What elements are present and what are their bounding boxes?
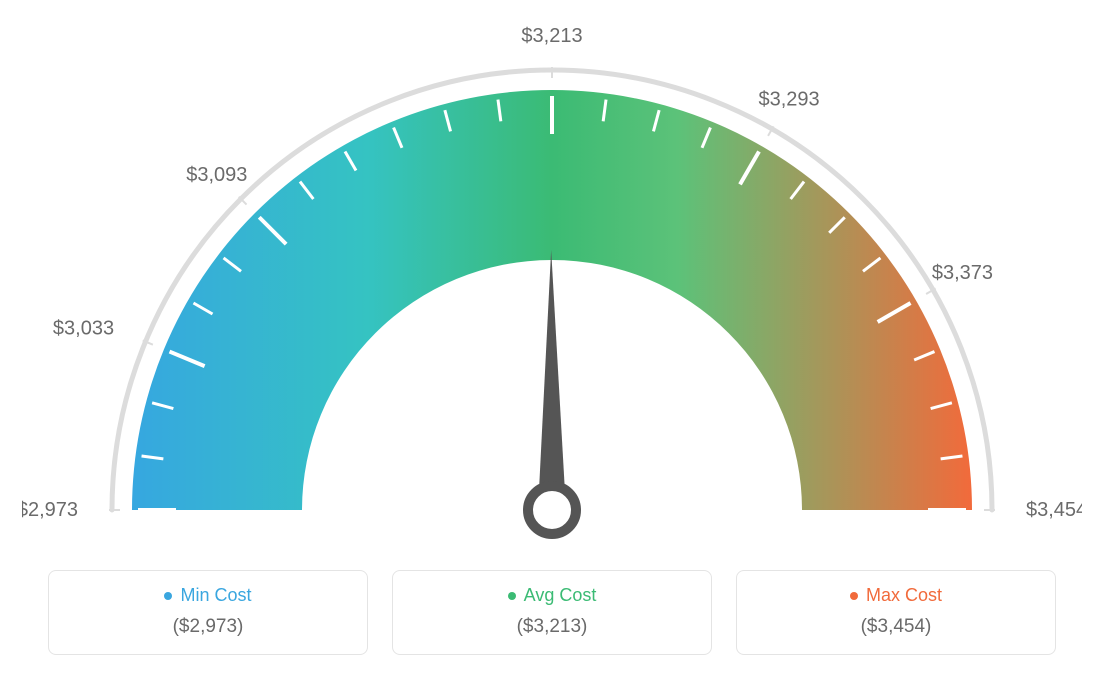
legend-card-avg: Avg Cost ($3,213) <box>392 570 712 655</box>
legend-label-min: Min Cost <box>164 585 251 606</box>
dot-icon <box>508 592 516 600</box>
legend-label-max: Max Cost <box>850 585 942 606</box>
dot-icon <box>850 592 858 600</box>
gauge-tick-label: $3,454 <box>1026 499 1082 521</box>
gauge-tick-label: $3,093 <box>186 164 247 186</box>
legend-row: Min Cost ($2,973) Avg Cost ($3,213) Max … <box>20 570 1084 655</box>
legend-text-avg: Avg Cost <box>524 585 597 606</box>
legend-text-min: Min Cost <box>180 585 251 606</box>
legend-value-max: ($3,454) <box>861 616 932 638</box>
gauge-svg: $2,973 $3,033 $3,093 $3,213 $3,293 $3,373 $3,4… <box>22 20 1082 550</box>
legend-card-max: Max Cost ($3,454) <box>736 570 1056 655</box>
gauge-tick-label: $3,293 <box>758 89 819 111</box>
legend-value-min: ($2,973) <box>173 616 244 638</box>
gauge-tick-label: $3,373 <box>932 262 993 284</box>
legend-card-min: Min Cost ($2,973) <box>48 570 368 655</box>
dot-icon <box>164 592 172 600</box>
gauge-tick-label: $2,973 <box>22 499 78 521</box>
legend-label-avg: Avg Cost <box>508 585 597 606</box>
gauge-tick-label: $3,213 <box>521 25 582 47</box>
legend-text-max: Max Cost <box>866 585 942 606</box>
gauge-tick-label: $3,033 <box>53 318 114 340</box>
gauge-chart: $2,973 $3,033 $3,093 $3,213 $3,293 $3,373 $3,4… <box>22 20 1082 550</box>
legend-value-avg: ($3,213) <box>517 616 588 638</box>
